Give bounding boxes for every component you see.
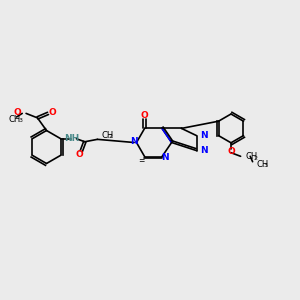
Text: O: O [49,108,57,117]
Text: N: N [161,153,169,162]
Text: N: N [200,146,208,155]
Text: 3: 3 [18,118,22,123]
Text: O: O [227,147,235,156]
Text: NH: NH [64,134,80,143]
Text: 2: 2 [109,134,112,140]
Text: CH: CH [246,152,258,161]
Text: 3: 3 [264,164,268,168]
Text: CH: CH [9,116,21,124]
Text: O: O [14,108,22,117]
Text: O: O [141,111,148,120]
Text: N: N [200,130,208,140]
Text: 2: 2 [254,156,258,161]
Text: CH: CH [101,131,113,140]
Text: N: N [130,137,137,146]
Text: CH: CH [256,160,268,169]
Text: O: O [76,150,84,159]
Text: =: = [138,156,145,165]
